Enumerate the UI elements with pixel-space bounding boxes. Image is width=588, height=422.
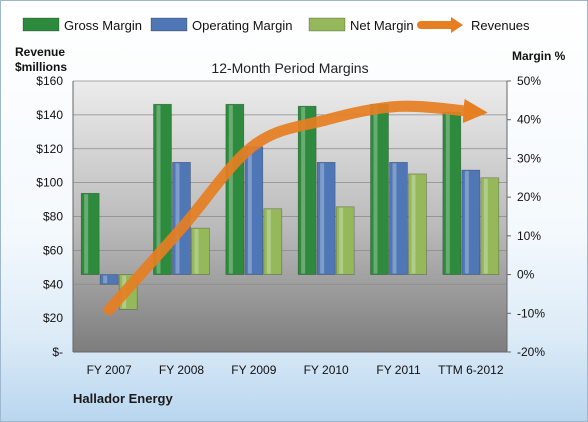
bar-series <box>80 103 500 310</box>
bar-highlight <box>228 105 233 274</box>
bar <box>442 111 462 275</box>
revenue-line <box>103 98 488 316</box>
chart-title: 12-Month Period Margins <box>211 60 368 76</box>
bar-highlight <box>320 163 325 274</box>
bar <box>99 274 119 285</box>
category-label: FY 2007 <box>87 363 132 377</box>
bar-highlight <box>373 105 378 274</box>
category-label: FY 2011 <box>376 363 421 377</box>
legend: Gross Margin Operating Margin Net Margin Re… <box>22 17 530 33</box>
category-label: FY 2008 <box>159 363 204 377</box>
left-tick-label: $60 <box>43 243 63 257</box>
left-tick-label: $20 <box>43 311 63 325</box>
category-label: TTM 6-2012 <box>438 363 504 377</box>
legend-label: Operating Margin <box>192 18 292 33</box>
left-tick-label: $80 <box>43 210 63 224</box>
left-tick-label: $40 <box>43 277 63 291</box>
legend-label: Revenues <box>471 18 530 33</box>
bar <box>335 206 355 275</box>
right-tick-label: 40% <box>517 113 541 127</box>
bar <box>263 208 283 275</box>
left-axis: $- $20 $40 $60 $80 $100 $120 $140 $160 <box>36 74 74 359</box>
bar-highlight <box>84 194 89 274</box>
bar-highlight <box>392 163 397 274</box>
left-tick-label: $120 <box>36 142 63 156</box>
category-label: FY 2009 <box>231 363 276 377</box>
legend-arrow <box>451 17 463 33</box>
legend-swatch <box>150 17 188 32</box>
bar-highlight <box>445 112 450 274</box>
bar <box>80 192 100 275</box>
legend-swatch <box>308 17 346 32</box>
bar <box>480 177 500 275</box>
bar-highlight <box>339 207 344 274</box>
left-tick-label: $160 <box>36 74 63 88</box>
bar <box>225 103 245 275</box>
right-axis: -20% -10% 0% 10% 20% 30% 40% 50% <box>506 74 545 359</box>
company-name: Hallador Energy <box>73 391 173 406</box>
right-tick-label: 10% <box>517 229 541 243</box>
right-tick-label: 0% <box>517 268 535 282</box>
revenue-line-path <box>103 98 488 316</box>
bar <box>297 105 317 275</box>
legend-swatch <box>22 17 60 32</box>
bar-highlight <box>464 171 469 274</box>
bar-highlight <box>266 209 271 274</box>
left-axis-title-line2: $millions <box>15 60 67 74</box>
bar <box>244 146 264 275</box>
bar-highlight <box>156 105 161 274</box>
legend-label: Net Margin <box>350 18 414 33</box>
bar <box>153 103 172 275</box>
right-tick-label: 20% <box>517 190 541 204</box>
bar-highlight <box>411 174 416 274</box>
right-tick-label: 50% <box>517 74 541 88</box>
legend-label: Gross Margin <box>64 18 142 33</box>
right-tick-label: 30% <box>517 151 541 165</box>
left-tick-label: $140 <box>36 108 63 122</box>
left-tick-label: $100 <box>36 176 63 190</box>
bar <box>389 162 408 275</box>
bar <box>408 173 427 275</box>
left-tick-label: $- <box>52 345 63 359</box>
bar <box>370 103 389 275</box>
bar-highlight <box>301 107 306 274</box>
bar <box>316 162 336 275</box>
category-axis: FY 2007 FY 2008 FY 2009 FY 2010 FY 2011 TTM 6… <box>73 351 507 377</box>
category-label: FY 2010 <box>304 363 349 377</box>
right-axis-title: Margin % <box>512 49 566 63</box>
bar-highlight <box>483 178 488 274</box>
right-tick-label: -10% <box>517 306 545 320</box>
bar-highlight <box>103 275 108 284</box>
left-axis-title-line1: Revenue <box>15 45 65 59</box>
bar-highlight <box>175 163 180 274</box>
bar-highlight <box>194 229 199 274</box>
bar-highlight <box>247 147 252 274</box>
bar <box>461 169 481 275</box>
right-tick-label: -20% <box>517 345 545 359</box>
bar <box>191 227 210 275</box>
